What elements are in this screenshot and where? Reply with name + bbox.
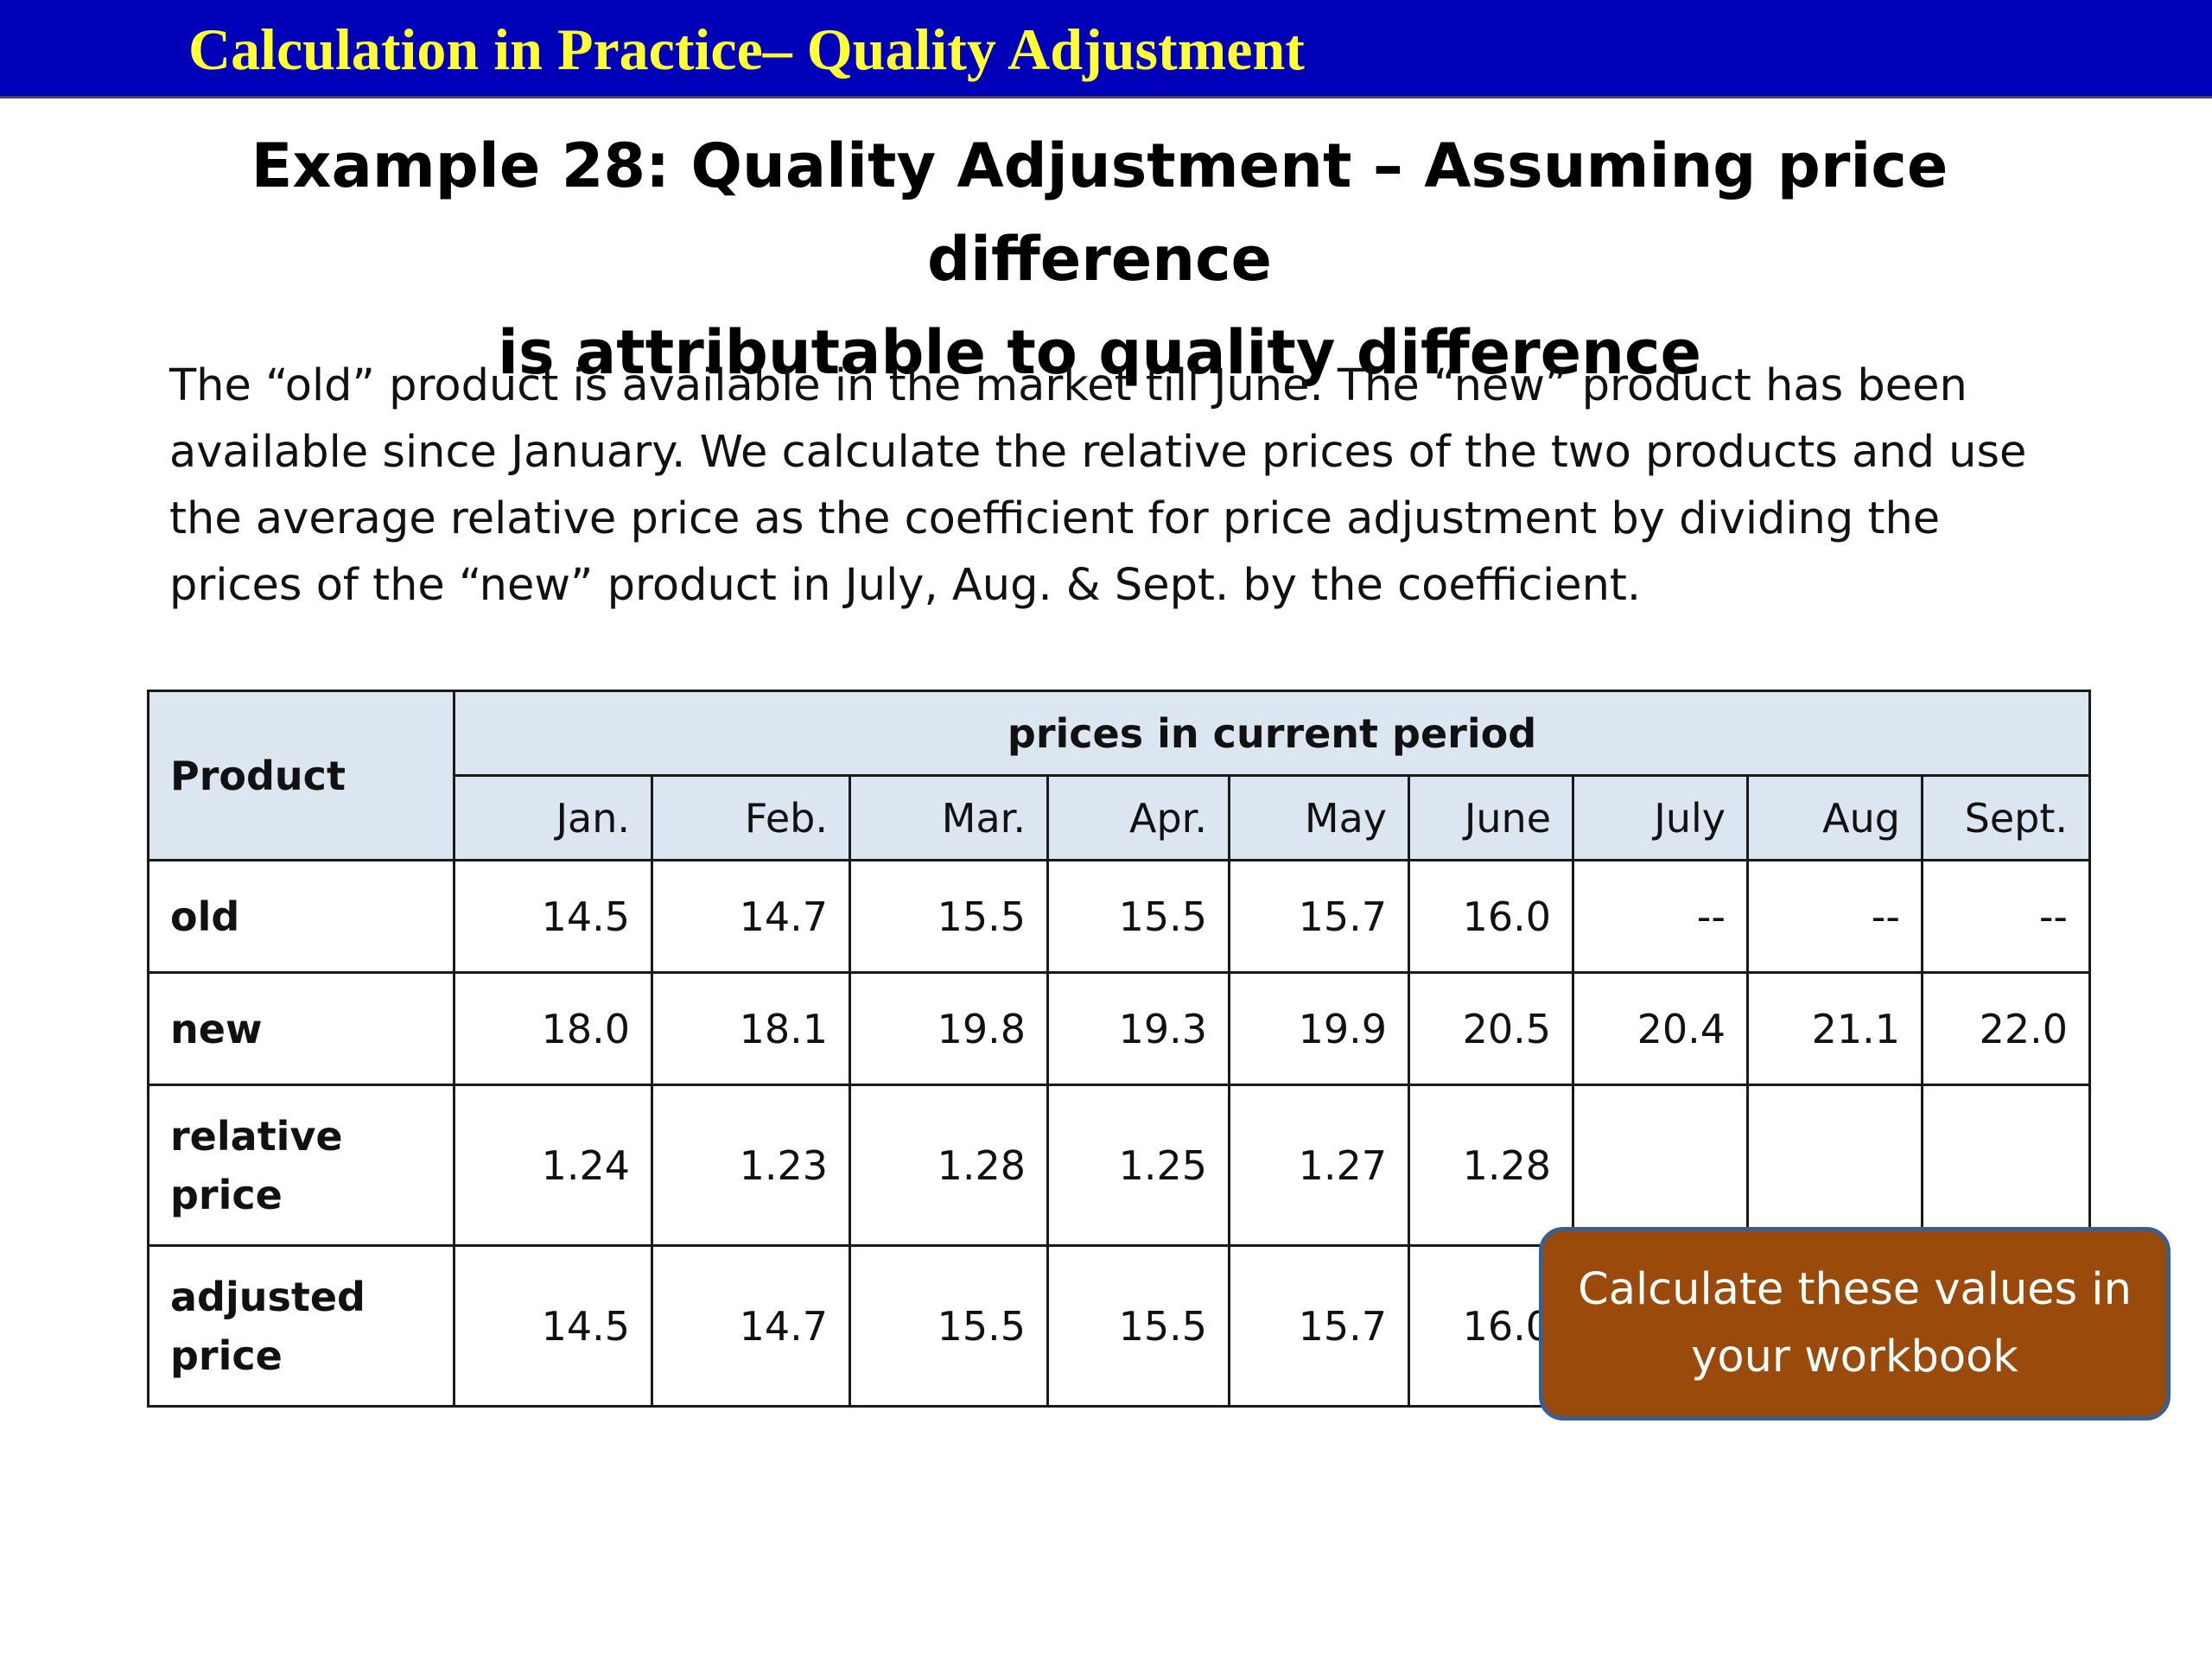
table-cell: 15.5 <box>849 1244 1049 1408</box>
table-cell: 14.7 <box>651 1244 851 1408</box>
table-cell: -- <box>1920 859 2092 974</box>
callout-text: Calculate these values in your workbook <box>1578 1264 2132 1382</box>
table-cell: 18.1 <box>651 971 851 1086</box>
price-table: Product prices in current period Jan. Fe… <box>147 690 2092 1408</box>
month-header-june: June <box>1408 774 1574 861</box>
table-cell: 1.25 <box>1046 1084 1230 1247</box>
table-cell: -- <box>1572 859 1749 974</box>
row-label: new <box>147 971 455 1086</box>
table-cell: 16.0 <box>1408 859 1574 974</box>
table-cell: 1.28 <box>1408 1084 1574 1247</box>
table-cell: 15.5 <box>1046 859 1230 974</box>
workbook-callout: Calculate these values in your workbook <box>1539 1227 2171 1421</box>
row-label: old <box>147 859 455 974</box>
row-label-line: price <box>170 1171 283 1218</box>
heading-line-1: Example 28: Quality Adjustment – Assumin… <box>251 130 1948 295</box>
table-cell: 15.7 <box>1228 1244 1410 1408</box>
table-cell: 21.1 <box>1746 971 1923 1086</box>
row-label-line: relative <box>170 1112 343 1160</box>
table-cell: 20.5 <box>1408 971 1574 1086</box>
table-row-new: new 18.0 18.1 19.8 19.3 19.9 20.5 20.4 2… <box>147 971 2092 1086</box>
row-label-line: price <box>170 1332 283 1379</box>
table-cell: 14.5 <box>453 859 653 974</box>
table-cell-empty <box>1746 1084 1923 1247</box>
table-cell-empty <box>1920 1084 2092 1247</box>
title-banner: Calculation in Practice– Quality Adjustm… <box>0 0 2212 99</box>
row-label: relative price <box>147 1084 455 1247</box>
table-cell: 14.5 <box>453 1244 653 1408</box>
description-line: prices of the “new” product in July, Aug… <box>169 560 1642 611</box>
table-cell: -- <box>1746 859 1923 974</box>
table-cell: 19.8 <box>849 971 1049 1086</box>
month-header-feb: Feb. <box>651 774 851 861</box>
row-label: adjusted price <box>147 1244 455 1408</box>
table-cell: 19.9 <box>1228 971 1410 1086</box>
banner-title: Calculation in Practice– Quality Adjustm… <box>188 16 1305 82</box>
table-cell: 14.7 <box>651 859 851 974</box>
table-cell: 15.5 <box>1046 1244 1230 1408</box>
month-header-july: July <box>1572 774 1749 861</box>
description-line: the average relative price as the coeffi… <box>169 493 1941 544</box>
product-column-header: Product <box>147 690 455 861</box>
month-header-apr: Apr. <box>1046 774 1230 861</box>
month-header-jan: Jan. <box>453 774 653 861</box>
table-cell: 22.0 <box>1920 971 2092 1086</box>
heading-line-2: is attributable to quality difference <box>498 317 1701 388</box>
table-cell: 1.27 <box>1228 1084 1410 1247</box>
table-row-relative-price: relative price 1.24 1.23 1.28 1.25 1.27 … <box>147 1084 2092 1247</box>
description-paragraph: The “old” product is available in the ma… <box>169 353 2122 619</box>
table-cell: 18.0 <box>453 971 653 1086</box>
table-row-old: old 14.5 14.7 15.5 15.5 15.7 16.0 -- -- … <box>147 859 2092 974</box>
table-cell: 19.3 <box>1046 971 1230 1086</box>
prices-group-header: prices in current period <box>452 690 2092 777</box>
slide-heading: Example 28: Quality Adjustment – Assumin… <box>86 119 2113 399</box>
description-line: The “old” product is available in the ma… <box>169 360 1967 411</box>
month-header-sept: Sept. <box>1920 774 2092 861</box>
description-line: available since January. We calculate th… <box>169 427 2027 478</box>
month-header-mar: Mar. <box>849 774 1049 861</box>
table-cell: 15.5 <box>849 859 1049 974</box>
month-header-may: May <box>1228 774 1410 861</box>
table-cell: 1.23 <box>651 1084 851 1247</box>
table-cell-empty <box>1572 1084 1749 1247</box>
table-cell: 15.7 <box>1228 859 1410 974</box>
table-cell: 20.4 <box>1572 971 1749 1086</box>
month-header-aug: Aug <box>1746 774 1923 861</box>
row-label-line: adjusted <box>170 1273 365 1320</box>
table-cell: 1.24 <box>453 1084 653 1247</box>
table-cell: 1.28 <box>849 1084 1049 1247</box>
